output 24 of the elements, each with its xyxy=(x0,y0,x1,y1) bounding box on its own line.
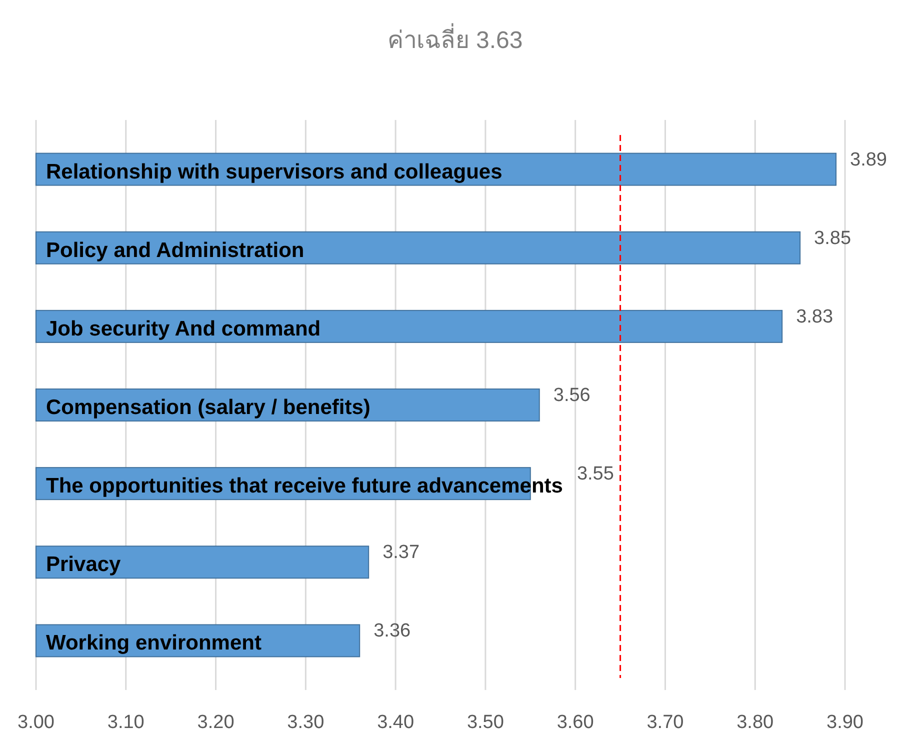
y-tick-label: Privacy xyxy=(46,553,122,576)
y-tick-label: Compensation (salary / benefits) xyxy=(46,396,370,419)
data-label: 3.56 xyxy=(553,385,590,406)
x-tick-label: 3.60 xyxy=(556,712,594,733)
data-label: 3.37 xyxy=(382,542,420,564)
data-label: 3.85 xyxy=(814,228,852,249)
x-tick-label: 3.50 xyxy=(466,712,504,733)
y-tick-label: Policy and Administration xyxy=(46,238,304,262)
data-label: 3.89 xyxy=(850,149,887,170)
data-label: 3.36 xyxy=(374,620,411,642)
y-tick-label: Relationship with supervisors and colleagues xyxy=(46,160,502,184)
y-tick-label: Job security And command xyxy=(46,317,321,340)
x-tick-label: 3.10 xyxy=(107,712,144,733)
x-tick-label: 3.90 xyxy=(826,712,864,733)
data-label: 3.55 xyxy=(576,464,614,485)
x-tick-label: 3.30 xyxy=(287,712,324,733)
data-label: 3.83 xyxy=(796,306,834,328)
y-tick-label: Working environment xyxy=(46,632,262,655)
x-tick-label: 3.20 xyxy=(197,712,234,733)
x-tick-label: 3.80 xyxy=(736,712,774,733)
x-tick-label: 3.00 xyxy=(18,712,54,733)
x-tick-label: 3.70 xyxy=(646,712,684,733)
chart-title: ค่าเฉลี่ย 3.63 xyxy=(387,23,523,54)
x-tick-label: 3.40 xyxy=(377,712,414,733)
